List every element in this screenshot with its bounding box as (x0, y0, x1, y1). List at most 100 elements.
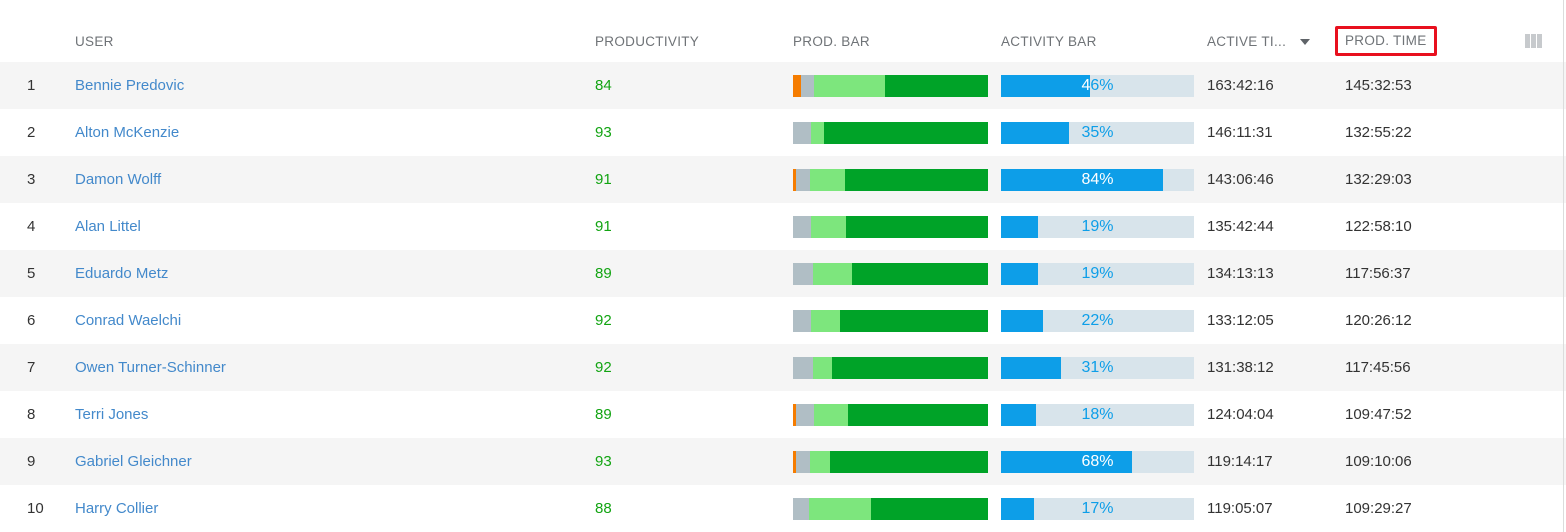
user-cell: Eduardo Metz (75, 265, 595, 282)
prod-time-column-label: PROD. TIME (1345, 33, 1427, 48)
row-rank: 2 (27, 124, 36, 141)
user-link[interactable]: Eduardo Metz (75, 265, 169, 282)
table-row: 4 Alan Littel 91 19% 19% 135:42:44 122:5… (0, 203, 1566, 250)
productivity-stacked-bar[interactable] (793, 74, 988, 97)
productivity-stacked-bar[interactable] (793, 403, 988, 426)
row-rank: 7 (27, 359, 36, 376)
user-link[interactable]: Damon Wolff (75, 171, 162, 188)
activity-bar[interactable]: 17% 17% (1001, 497, 1194, 520)
productivity-score: 89 (595, 265, 612, 282)
productivity-stacked-bar[interactable] (793, 497, 988, 520)
activity-percent-label-inverse: 19% (1001, 216, 1038, 238)
activity-bar[interactable]: 84% 84% (1001, 168, 1194, 191)
prod-bar-segment-gray (793, 309, 811, 332)
activity-bar-fill: 17% (1001, 497, 1034, 520)
activity-bar-cell: 19% 19% (1001, 215, 1207, 238)
activity-percent-label-inverse: 18% (1001, 404, 1036, 426)
activity-percent-label: 35% (1081, 123, 1114, 141)
prod-bar-cell (793, 450, 1001, 473)
user-link[interactable]: Terri Jones (75, 406, 149, 423)
red-annotation-box: PROD. TIME (1335, 26, 1437, 56)
prod-bar-segment-light_green (810, 215, 846, 238)
user-link[interactable]: Conrad Waelchi (75, 312, 182, 329)
user-link[interactable]: Harry Collier (75, 500, 159, 517)
activity-bar-column-header[interactable]: ACTIVITY BAR (1001, 34, 1207, 49)
productivity-stacked-bar[interactable] (793, 262, 988, 285)
prod-bar-segment-gray (793, 215, 811, 238)
row-rank: 1 (27, 77, 36, 94)
prod-time-value: 117:56:37 (1345, 265, 1411, 282)
prod-bar-segment-dark_green (832, 356, 988, 379)
table-row: 2 Alton McKenzie 93 35% 35% 146:11:31 13… (0, 109, 1566, 156)
prod-bar-cell (793, 74, 1001, 97)
table-row: 7 Owen Turner-Schinner 92 31% 31% 131:38… (0, 344, 1566, 391)
activity-percent-label: 19% (1081, 217, 1114, 235)
prod-time-value: 132:55:22 (1345, 124, 1412, 141)
table-row: 6 Conrad Waelchi 92 22% 22% 133:12:05 12… (0, 297, 1566, 344)
prod-bar-cell (793, 168, 1001, 191)
prod-bar-segment-orange (793, 403, 796, 426)
row-rank: 5 (27, 265, 36, 282)
active-time-value: 135:42:44 (1207, 218, 1274, 235)
prod-time-column-header[interactable]: PROD. TIME (1335, 26, 1500, 56)
user-link[interactable]: Bennie Predovic (75, 77, 185, 94)
user-link[interactable]: Owen Turner-Schinner (75, 359, 226, 376)
activity-bar[interactable]: 19% 19% (1001, 215, 1194, 238)
prod-bar-segment-dark_green (824, 121, 988, 144)
active-time-value: 143:06:46 (1207, 171, 1274, 188)
prod-bar-cell (793, 403, 1001, 426)
user-cell: Bennie Predovic (75, 77, 595, 94)
activity-bar[interactable]: 68% 68% (1001, 450, 1194, 473)
prod-time-value: 109:47:52 (1345, 406, 1412, 423)
active-time-value: 131:38:12 (1207, 359, 1274, 376)
active-time-column-header[interactable]: ACTIVE TI... (1207, 34, 1345, 49)
active-time-column-label: ACTIVE TI... (1207, 33, 1287, 49)
column-picker-header-cell (1500, 34, 1566, 48)
sort-desc-icon[interactable] (1300, 39, 1311, 45)
activity-percent-label-inverse: 31% (1001, 357, 1061, 379)
activity-bar-column-label: ACTIVITY BAR (1001, 33, 1097, 49)
active-time-value: 163:42:16 (1207, 77, 1274, 94)
user-link[interactable]: Gabriel Gleichner (75, 453, 192, 470)
productivity-score: 91 (595, 171, 612, 188)
table-row: 3 Damon Wolff 91 84% 84% 143:06:46 132:2… (0, 156, 1566, 203)
activity-percent-label-inverse: 84% (1081, 170, 1114, 188)
prod-bar-column-header[interactable]: PROD. BAR (793, 34, 1001, 49)
user-link[interactable]: Alton McKenzie (75, 124, 180, 141)
productivity-stacked-bar[interactable] (793, 215, 988, 238)
activity-bar[interactable]: 35% 35% (1001, 121, 1194, 144)
productivity-column-header[interactable]: PRODUCTIVITY (595, 34, 793, 49)
activity-bar[interactable]: 18% 18% (1001, 403, 1194, 426)
productivity-stacked-bar[interactable] (793, 309, 988, 332)
prod-bar-column-label: PROD. BAR (793, 33, 870, 49)
activity-bar-fill: 19% (1001, 262, 1038, 285)
table-right-border (1563, 0, 1564, 532)
prod-bar-segment-dark_green (851, 262, 988, 285)
column-selector-icon[interactable] (1525, 34, 1542, 48)
activity-bar[interactable]: 31% 31% (1001, 356, 1194, 379)
activity-bar[interactable]: 19% 19% (1001, 262, 1194, 285)
activity-percent-label-inverse: 35% (1001, 122, 1069, 144)
user-column-header[interactable]: USER (75, 34, 595, 49)
user-link[interactable]: Alan Littel (75, 218, 141, 235)
activity-percent-label: 19% (1081, 264, 1114, 282)
active-time-value: 119:14:17 (1207, 453, 1273, 470)
table-row: 5 Eduardo Metz 89 19% 19% 134:13:13 117:… (0, 250, 1566, 297)
user-cell: Alton McKenzie (75, 124, 595, 141)
table-row: 1 Bennie Predovic 84 46% 46% 163:42:16 1… (0, 62, 1566, 109)
activity-percent-label: 22% (1081, 311, 1114, 329)
activity-percent-label-inverse: 68% (1081, 452, 1114, 470)
productivity-stacked-bar[interactable] (793, 168, 988, 191)
prod-bar-segment-light_green (812, 262, 852, 285)
prod-bar-segment-light_green (812, 356, 832, 379)
productivity-stacked-bar[interactable] (793, 121, 988, 144)
productivity-score: 92 (595, 312, 612, 329)
row-rank: 4 (27, 218, 36, 235)
activity-bar-cell: 35% 35% (1001, 121, 1207, 144)
activity-bar[interactable]: 46% 46% (1001, 74, 1194, 97)
activity-bar[interactable]: 22% 22% (1001, 309, 1194, 332)
productivity-stacked-bar[interactable] (793, 450, 988, 473)
productivity-score: 92 (595, 359, 612, 376)
user-cell: Gabriel Gleichner (75, 453, 595, 470)
productivity-stacked-bar[interactable] (793, 356, 988, 379)
